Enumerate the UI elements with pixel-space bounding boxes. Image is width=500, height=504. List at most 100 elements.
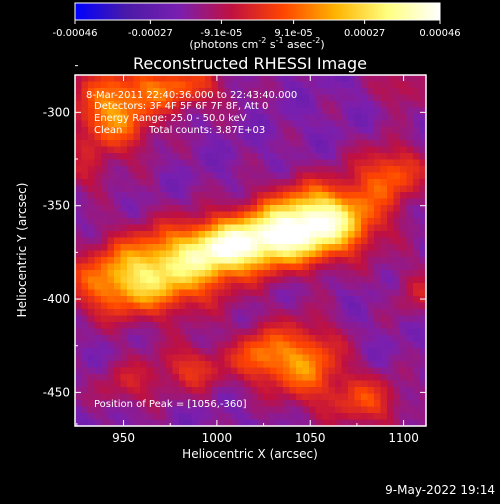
heatmap-cell [212,290,219,297]
heatmap-cell [212,296,219,303]
heatmap-cell [257,335,264,342]
heatmap-cell [173,238,180,245]
heatmap-cell [322,95,329,102]
heatmap-cell [160,160,167,167]
heatmap-cell [348,160,355,167]
heatmap-cell [231,218,238,225]
heatmap-cell [244,186,251,193]
heatmap-cell [82,270,89,277]
heatmap-cell [140,205,147,212]
heatmap-cell [348,348,355,355]
heatmap-cell [342,316,349,323]
heatmap-cell [264,413,271,420]
heatmap-cell [205,212,212,219]
heatmap-cell [95,277,102,284]
heatmap-cell [127,296,134,303]
heatmap-cell [244,192,251,199]
heatmap-cell [270,303,277,310]
heatmap-cell [186,212,193,219]
heatmap-cell [199,270,206,277]
heatmap-cell [277,283,284,290]
heatmap-cell [322,212,329,219]
heatmap-cell [212,355,219,362]
heatmap-cell [329,121,336,128]
heatmap-cell [394,179,401,186]
heatmap-cell [270,257,277,264]
heatmap-cell [199,296,206,303]
heatmap-cell [264,296,271,303]
heatmap-cell [231,296,238,303]
heatmap-cell [413,101,420,108]
heatmap-cell [82,212,89,219]
heatmap-cell [322,238,329,245]
heatmap-cell [127,355,134,362]
heatmap-cell [251,264,258,271]
heatmap-cell [244,179,251,186]
heatmap-cell [218,205,225,212]
heatmap-cell [140,381,147,388]
heatmap-cell [407,381,414,388]
heatmap-cell [218,277,225,284]
heatmap-cell [101,329,108,336]
heatmap-cell [303,75,310,82]
heatmap-cell [387,329,394,336]
heatmap-cell [218,270,225,277]
heatmap-cell [329,400,336,407]
heatmap-cell [147,147,154,154]
heatmap-cell [101,303,108,310]
heatmap-cell [361,121,368,128]
heatmap-cell [335,101,342,108]
heatmap-cell [82,309,89,316]
heatmap-cell [270,231,277,238]
heatmap-cell [225,264,232,271]
heatmap-cell [101,309,108,316]
heatmap-cell [407,361,414,368]
heatmap-cell [277,82,284,89]
heatmap-cell [309,316,316,323]
heatmap-cell [342,303,349,310]
heatmap-cell [153,160,160,167]
heatmap-cell [322,342,329,349]
heatmap-cell [303,400,310,407]
heatmap-cell [381,212,388,219]
heatmap-cell [225,277,232,284]
heatmap-cell [75,342,82,349]
heatmap-cell [166,238,173,245]
heatmap-cell [368,225,375,232]
heatmap-cell [355,75,362,82]
heatmap-cell [205,173,212,180]
heatmap-cell [82,127,89,134]
heatmap-cell [108,218,115,225]
heatmap-cell [374,413,381,420]
heatmap-cell [95,231,102,238]
heatmap-cell [374,205,381,212]
heatmap-cell [82,218,89,225]
heatmap-cell [231,361,238,368]
heatmap-cell [316,342,323,349]
heatmap-cell [173,186,180,193]
heatmap-cell [186,322,193,329]
heatmap-cell [374,277,381,284]
heatmap-cell [218,283,225,290]
heatmap-cell [368,381,375,388]
heatmap-cell [348,407,355,414]
heatmap-cell [134,82,141,89]
heatmap-cell [127,218,134,225]
heatmap-cell [101,368,108,375]
heatmap-cell [342,361,349,368]
heatmap-cell [114,147,121,154]
heatmap-cell [192,348,199,355]
heatmap-cell [374,257,381,264]
heatmap-cell [205,244,212,251]
heatmap-cell [218,244,225,251]
heatmap-cell [179,199,186,206]
heatmap-cell [413,368,420,375]
heatmap-cell [329,257,336,264]
heatmap-cell [75,368,82,375]
heatmap-cell [381,381,388,388]
heatmap-cell [296,134,303,141]
heatmap-cell [225,296,232,303]
heatmap-cell [147,368,154,375]
heatmap-cell [173,309,180,316]
